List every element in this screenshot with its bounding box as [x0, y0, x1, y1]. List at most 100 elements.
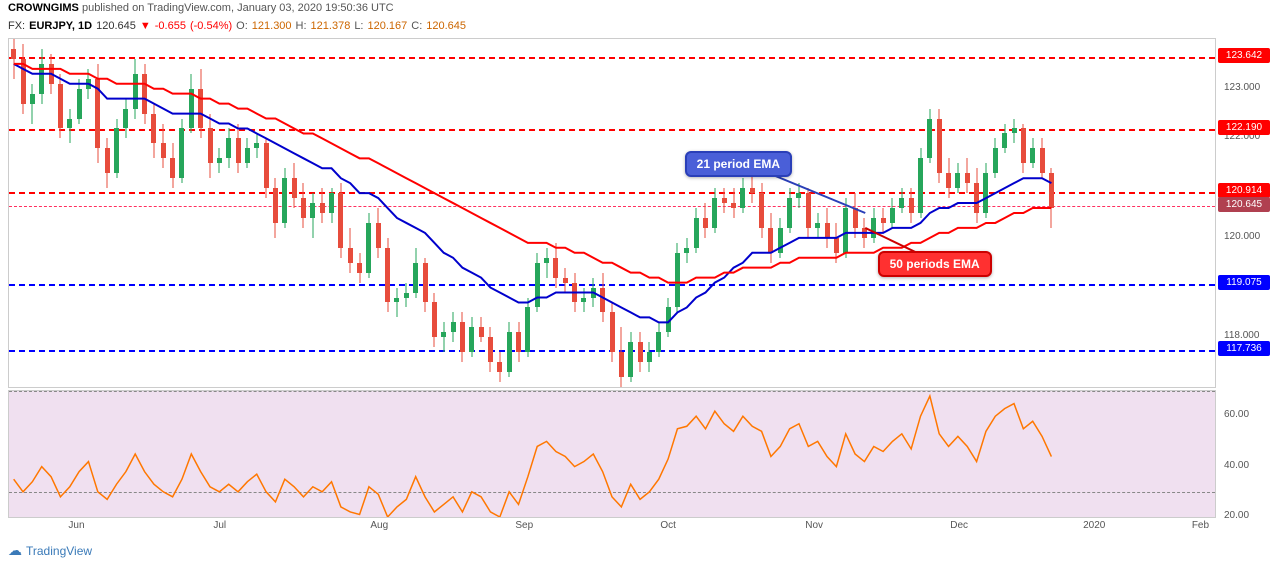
- timestamp: January 03, 2020 19:50:36 UTC: [237, 2, 394, 14]
- last-price: 120.645: [96, 20, 136, 32]
- candle: [142, 39, 147, 387]
- candle: [899, 39, 904, 387]
- candle: [628, 39, 633, 387]
- brand-text: TradingView: [26, 544, 92, 558]
- candle: [918, 39, 923, 387]
- symbol: EURJPY, 1D: [29, 20, 92, 32]
- change-arrow: ▼: [140, 20, 151, 32]
- time-label: Feb: [1192, 520, 1209, 531]
- candle: [348, 39, 353, 387]
- candle: [759, 39, 764, 387]
- candle: [30, 39, 35, 387]
- candle: [329, 39, 334, 387]
- candle: [1030, 39, 1035, 387]
- candle: [796, 39, 801, 387]
- candle: [507, 39, 512, 387]
- time-label: Sep: [515, 520, 533, 531]
- candle: [881, 39, 886, 387]
- candle: [469, 39, 474, 387]
- candle: [479, 39, 484, 387]
- candle: [432, 39, 437, 387]
- candle: [292, 39, 297, 387]
- candle: [114, 39, 119, 387]
- candle: [208, 39, 213, 387]
- candle: [123, 39, 128, 387]
- candle: [226, 39, 231, 387]
- candle: [535, 39, 540, 387]
- candle: [656, 39, 661, 387]
- candle: [77, 39, 82, 387]
- candle: [404, 39, 409, 387]
- candle: [768, 39, 773, 387]
- candle: [21, 39, 26, 387]
- footer-brand[interactable]: ☁ TradingView: [8, 542, 92, 559]
- close-label: C:: [411, 20, 422, 32]
- candle: [647, 39, 652, 387]
- candle: [338, 39, 343, 387]
- candle: [563, 39, 568, 387]
- price-chart[interactable]: 21 period EMA50 periods EMA: [8, 38, 1216, 388]
- candle: [610, 39, 615, 387]
- candle: [217, 39, 222, 387]
- candle: [666, 39, 671, 387]
- candle: [170, 39, 175, 387]
- high-val: 121.378: [311, 20, 351, 32]
- price-label: 120.645: [1218, 197, 1270, 212]
- candle: [684, 39, 689, 387]
- candle: [488, 39, 493, 387]
- ema-callout: 50 periods EMA: [878, 251, 992, 277]
- candle: [1040, 39, 1045, 387]
- candle: [694, 39, 699, 387]
- candle: [731, 39, 736, 387]
- candle: [264, 39, 269, 387]
- candle: [703, 39, 708, 387]
- candle: [245, 39, 250, 387]
- candle: [441, 39, 446, 387]
- candle: [189, 39, 194, 387]
- price-label: 117.736: [1218, 341, 1270, 356]
- price-axis: 118.000120.000122.000123.000123.642122.1…: [1218, 38, 1274, 388]
- candle: [198, 39, 203, 387]
- candle: [366, 39, 371, 387]
- candle: [1002, 39, 1007, 387]
- candle: [909, 39, 914, 387]
- candle: [236, 39, 241, 387]
- candle: [778, 39, 783, 387]
- candle: [815, 39, 820, 387]
- rsi-indicator[interactable]: [8, 390, 1216, 518]
- candle: [86, 39, 91, 387]
- candle: [67, 39, 72, 387]
- high-label: H:: [296, 20, 307, 32]
- change-pct: (-0.54%): [190, 20, 232, 32]
- candle: [1049, 39, 1054, 387]
- change-abs: -0.655: [155, 20, 186, 32]
- candle: [722, 39, 727, 387]
- candle: [843, 39, 848, 387]
- price-label: 122.190: [1218, 120, 1270, 135]
- time-label: 2020: [1083, 520, 1105, 531]
- candle: [983, 39, 988, 387]
- author: CROWNGIMS: [8, 2, 79, 14]
- time-label: Jul: [213, 520, 226, 531]
- open-label: O:: [236, 20, 248, 32]
- time-label: Aug: [370, 520, 388, 531]
- candle: [525, 39, 530, 387]
- candle: [282, 39, 287, 387]
- candle: [946, 39, 951, 387]
- time-label: Oct: [660, 520, 676, 531]
- candle: [619, 39, 624, 387]
- candle: [890, 39, 895, 387]
- candle: [310, 39, 315, 387]
- candle: [49, 39, 54, 387]
- candle: [806, 39, 811, 387]
- candle: [133, 39, 138, 387]
- candle: [740, 39, 745, 387]
- candle: [39, 39, 44, 387]
- price-label: 123.642: [1218, 48, 1270, 63]
- candle: [385, 39, 390, 387]
- price-label: 119.075: [1218, 275, 1270, 290]
- candle: [965, 39, 970, 387]
- candle: [871, 39, 876, 387]
- candle: [497, 39, 502, 387]
- candle: [1012, 39, 1017, 387]
